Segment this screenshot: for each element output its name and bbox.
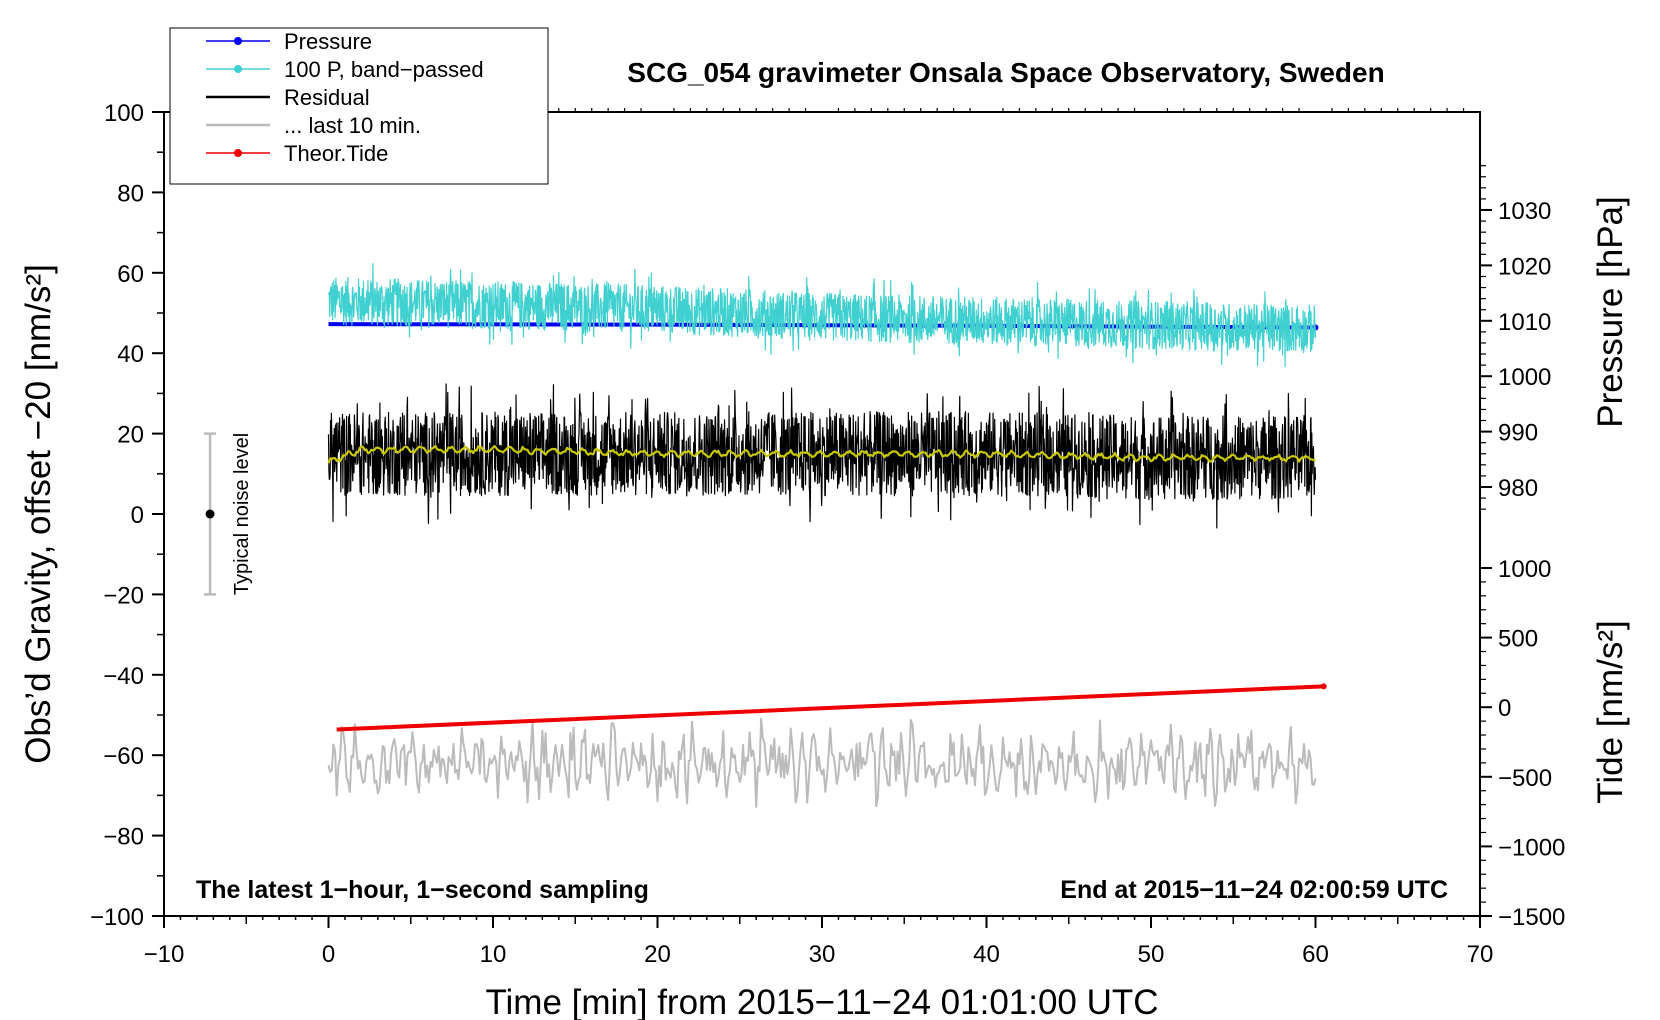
x-tick-label: 60	[1302, 941, 1329, 968]
x-tick-label: 40	[973, 941, 1000, 968]
x-tick-label: −10	[144, 941, 185, 968]
x-tick-label: 50	[1138, 941, 1165, 968]
pressure-tick-label: 990	[1498, 420, 1538, 447]
legend-label: 100 P, band−passed	[284, 57, 484, 82]
series-group	[327, 263, 1327, 808]
y-tick-label: 40	[117, 341, 144, 368]
legend: Pressure 100 P, band−passed Residual ... la…	[169, 27, 549, 185]
series-line-100-p-band-passed	[327, 263, 1317, 368]
x-axis-title: Time [min] from 2015−11−24 01:01:00 UTC	[485, 983, 1158, 1020]
series-line-residual-smoothed	[327, 444, 1317, 464]
series-end-marker-theor-tide	[1320, 683, 1327, 690]
x-tick-label: 30	[809, 941, 836, 968]
x-tick-label: 70	[1467, 941, 1494, 968]
pressure-tick-label: 980	[1498, 475, 1538, 502]
tide-tick-label: −1500	[1498, 904, 1565, 931]
pressure-tick-label: 1020	[1498, 253, 1551, 280]
pressure-tick-label: 1000	[1498, 364, 1551, 391]
tide-tick-label: 1000	[1498, 556, 1551, 583]
pressure-tick-label: 1010	[1498, 309, 1551, 336]
series-line-theor-tide	[336, 684, 1324, 732]
tide-tick-label: 500	[1498, 626, 1538, 653]
legend-label: Residual	[284, 85, 370, 110]
y-tick-label: 80	[117, 180, 144, 207]
y-tick-label: −20	[103, 582, 144, 609]
y-tick-label: −40	[103, 663, 144, 690]
y-tick-label: −100	[90, 904, 144, 931]
x-tick-label: 10	[480, 941, 507, 968]
legend-label: ... last 10 min.	[284, 113, 421, 138]
sampling-note: The latest 1−hour, 1−second sampling	[196, 876, 649, 904]
legend-marker	[234, 37, 242, 45]
end-time-note: End at 2015−11−24 02:00:59 UTC	[1060, 876, 1448, 904]
tide-tick-label: −500	[1498, 765, 1552, 792]
legend-label: Pressure	[284, 29, 372, 54]
noise-level-indicator: Typical noise level	[204, 432, 253, 596]
axes-layer: −10 0 10 20 30 40 50 60 70−100−80−60−40−20020406…	[90, 100, 1565, 968]
series-line-residual	[327, 383, 1317, 529]
x-tick-label: 0	[322, 941, 335, 968]
y-tick-label: −60	[103, 743, 144, 770]
tide-tick-label: 0	[1498, 695, 1511, 722]
series-line-last-10-min	[327, 717, 1317, 808]
pressure-tick-label: 1030	[1498, 198, 1551, 225]
legend-marker	[234, 65, 242, 73]
tide-axis-title: Tide [nm/s²]	[1591, 620, 1630, 803]
legend-box	[169, 27, 549, 185]
x-tick-label: 20	[644, 941, 671, 968]
y-tick-label: 100	[104, 100, 144, 127]
y-tick-label: 20	[117, 422, 144, 449]
chart-title: SCG_054 gravimeter Onsala Space Observat…	[627, 57, 1384, 88]
left-axis-title: Obs’d Gravity, offset −20 [nm/s²]	[19, 264, 58, 764]
legend-marker	[234, 149, 242, 157]
pressure-axis-title: Pressure [hPa]	[1591, 196, 1630, 428]
noise-center-dot	[205, 509, 215, 519]
y-tick-label: 0	[131, 502, 144, 529]
y-tick-label: −80	[103, 824, 144, 851]
legend-label: Theor.Tide	[284, 141, 388, 166]
tide-tick-label: −1000	[1498, 834, 1565, 861]
series-layer	[327, 263, 1327, 808]
y-tick-label: 60	[117, 261, 144, 288]
noise-level-label: Typical noise level	[231, 433, 253, 595]
